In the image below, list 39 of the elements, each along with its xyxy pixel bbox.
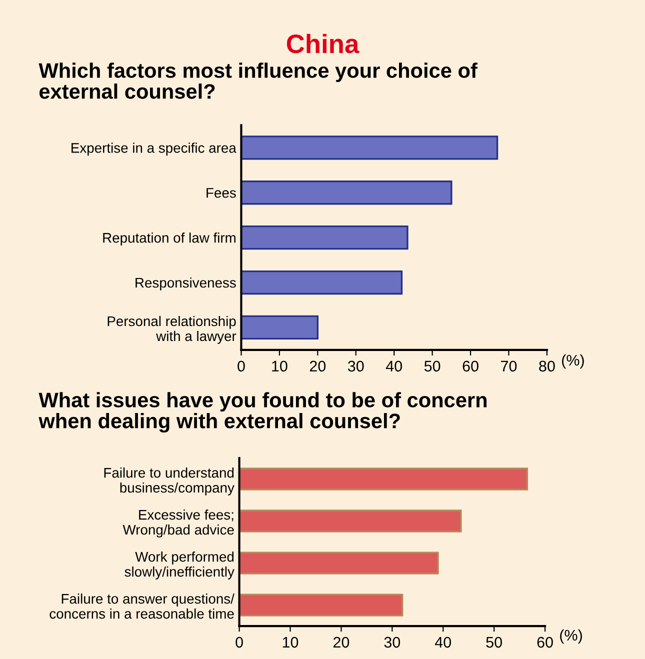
x-tick-label: 60 [462,360,478,372]
x-axis-title: (%) [562,354,584,369]
y-tick-label: Failure to answer questions/ concerns in a reasonable time [50,594,234,619]
x-tick-label: 30 [348,360,364,372]
bar [239,510,462,532]
x-tick-label: 20 [310,360,326,372]
y-tick-label: Responsiveness [136,277,236,290]
x-tick-label: 10 [282,636,298,648]
x-tick-label: 70 [501,360,517,372]
y-tick-label: Excessive fees; Wrong/bad advice [122,510,234,538]
x-tick-label: 40 [386,360,402,372]
bar [241,226,408,250]
y-tick-label: Work performed slowly/inefficiently [124,552,234,580]
y-tick-label: Personal relationship with a lawyer [108,316,236,344]
y-tick-label: Fees [206,188,236,198]
chart-subtitle: Which factors most influence your choice of external counsel? [38,62,478,99]
y-tick-label: Reputation of law firm [103,232,236,246]
bar [241,136,498,160]
x-tick-label: 0 [236,636,243,648]
bar [239,594,404,616]
x-tick-label: 50 [486,636,502,648]
bar [239,468,528,490]
y-tick-label: Expertise in a specific area [72,142,236,156]
bar [241,180,452,205]
chart-title: What issues have you found to be of concern when dealing with external counsel? [38,392,487,433]
x-tick-label: 40 [434,636,452,648]
bar [239,552,439,574]
x-tick-label: 10 [272,360,288,372]
y-tick-label: Failure to understand business/company [104,468,234,496]
bar [241,270,403,295]
x-axis-title: (%) [560,629,582,644]
x-tick-label: 20 [333,636,350,648]
x-tick-label: 60 [537,636,553,648]
x-tick-label: 50 [424,360,440,372]
x-tick-label: 30 [384,636,400,648]
x-tick-label: 80 [539,360,555,372]
bar [241,315,318,340]
chart-title: China [286,34,360,54]
x-tick-label: 0 [238,360,245,372]
